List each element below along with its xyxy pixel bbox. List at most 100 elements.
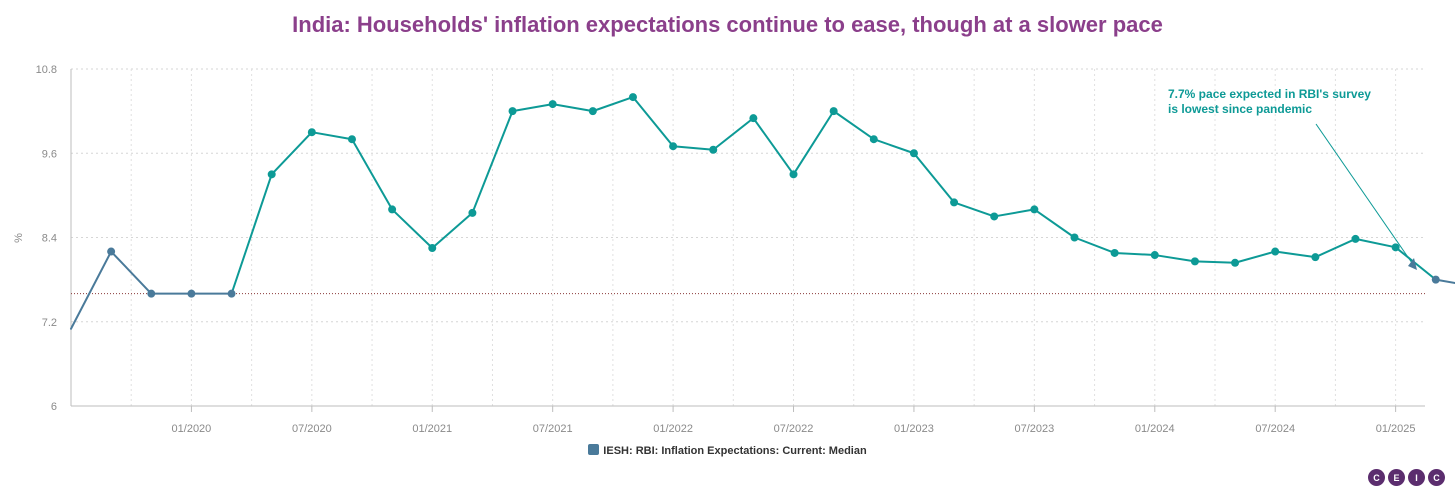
series-segment (350, 138, 394, 211)
legend-label: IESH: RBI: Inflation Expectations: Curre… (603, 445, 867, 457)
data-point[interactable] (990, 212, 999, 221)
data-points (107, 93, 1440, 298)
series-segment (792, 110, 835, 176)
data-point[interactable] (548, 100, 557, 109)
annotation-line-2: is lowest since pandemic (1168, 102, 1312, 116)
data-point[interactable] (307, 128, 316, 137)
series-segment (912, 152, 956, 204)
legend-swatch (588, 444, 600, 455)
logo-letter: E (1388, 469, 1405, 486)
data-point[interactable] (1070, 233, 1079, 242)
series-segment (431, 211, 474, 250)
y-tick-label: 6 (51, 401, 57, 413)
data-point[interactable] (388, 205, 397, 214)
series-segment (872, 138, 915, 155)
series-segment (110, 250, 153, 295)
data-point[interactable] (869, 135, 878, 144)
data-point[interactable] (147, 289, 156, 298)
series-segment (1193, 260, 1237, 264)
x-tick-label: 01/2023 (894, 423, 934, 435)
series-segment (1354, 237, 1397, 249)
y-tick-label: 7.2 (42, 317, 57, 329)
series-segment (1394, 246, 1437, 281)
x-tick-label: 01/2020 (172, 423, 212, 435)
annotation-line-1: 7.7% pace expected in RBI's survey (1168, 87, 1371, 101)
grid-lines (70, 68, 1425, 407)
data-point[interactable] (1110, 248, 1119, 257)
series-segment (511, 103, 554, 113)
logo-letter: C (1368, 469, 1385, 486)
x-tick-label: 01/2021 (412, 423, 452, 435)
series-segment (471, 110, 514, 214)
y-tick-label: 10.8 (36, 64, 57, 76)
y-tick-label: 9.6 (42, 148, 57, 160)
x-tick-label: 07/2020 (292, 423, 332, 435)
series-segment (230, 173, 273, 295)
series-segment (1274, 250, 1317, 259)
x-tick-label: 01/2025 (1376, 423, 1416, 435)
series-segment (70, 250, 113, 330)
data-point[interactable] (1311, 253, 1320, 262)
x-tick-label: 07/2021 (533, 423, 573, 435)
series-segment (953, 201, 996, 218)
series-segment (752, 117, 795, 176)
series-segment (1113, 251, 1156, 257)
series-segment (1073, 236, 1116, 254)
series-segment (1234, 250, 1277, 264)
logo-letter: C (1428, 469, 1445, 486)
x-tick-label: 07/2023 (1014, 423, 1054, 435)
data-point[interactable] (749, 114, 758, 123)
x-tick-labels: 01/2020 07/2020 01/2021 07/2021 01/2022 07/20… (172, 423, 1416, 435)
series-segment (993, 208, 1036, 218)
series-segment (591, 96, 634, 113)
series-segment (391, 208, 434, 250)
data-point[interactable] (950, 198, 959, 207)
series-segment (551, 103, 594, 113)
axes (70, 69, 1425, 412)
data-point[interactable] (1351, 234, 1360, 243)
series-segment (712, 117, 755, 151)
series-segment (672, 145, 715, 151)
series-segment (1153, 254, 1196, 263)
data-point[interactable] (1431, 275, 1440, 284)
annotation-arrow (1315, 123, 1413, 264)
series-segment (832, 110, 875, 141)
logo-letter: I (1408, 469, 1425, 486)
data-point[interactable] (1391, 243, 1400, 252)
x-tick-label: 01/2022 (653, 423, 693, 435)
data-point[interactable] (428, 244, 437, 253)
series-line (70, 96, 1455, 330)
data-point[interactable] (829, 107, 838, 116)
x-tick-label: 07/2022 (774, 423, 814, 435)
data-point[interactable] (628, 93, 637, 102)
data-point[interactable] (789, 170, 798, 179)
legend[interactable]: IESH: RBI: Inflation Expectations: Curre… (0, 444, 1455, 457)
y-tick-labels: 10.8 9.6 8.4 7.2 6 (36, 64, 57, 413)
data-point[interactable] (1231, 258, 1240, 267)
data-point[interactable] (1030, 205, 1039, 214)
data-point[interactable] (669, 142, 678, 151)
data-point[interactable] (107, 247, 116, 256)
data-point[interactable] (508, 107, 517, 116)
data-point[interactable] (267, 170, 276, 179)
data-point[interactable] (1271, 247, 1280, 256)
data-point[interactable] (1190, 257, 1199, 266)
data-point[interactable] (1150, 251, 1159, 260)
data-point[interactable] (709, 145, 718, 154)
x-tick-label: 01/2024 (1135, 423, 1175, 435)
annotation: 7.7% pace expected in RBI's survey is lo… (1168, 87, 1417, 270)
data-point[interactable] (468, 208, 477, 217)
x-tick-label: 07/2024 (1255, 423, 1295, 435)
data-point[interactable] (347, 135, 356, 144)
series-segment (631, 96, 675, 148)
data-point[interactable] (227, 289, 236, 298)
ceic-logo: C E I C (1368, 469, 1445, 486)
chart-title: India: Households' inflation expectation… (292, 12, 1163, 37)
series-segment (1434, 278, 1455, 285)
series-segment (1314, 237, 1357, 259)
data-point[interactable] (588, 107, 597, 116)
data-point[interactable] (909, 149, 918, 158)
data-point[interactable] (187, 289, 196, 298)
series-segment (270, 131, 313, 176)
